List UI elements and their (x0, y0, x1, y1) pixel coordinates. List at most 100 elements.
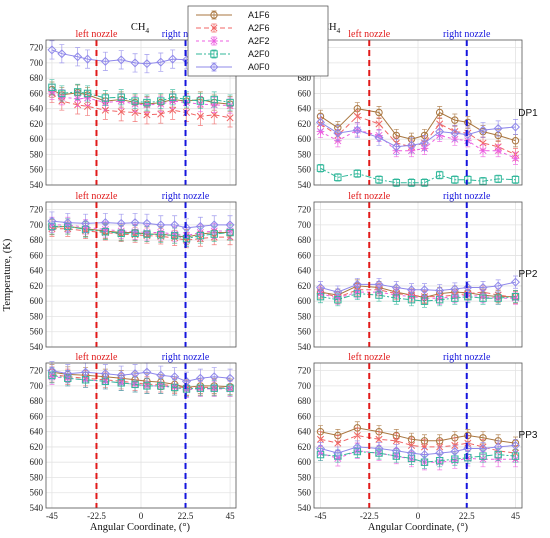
data-point (48, 83, 56, 92)
data-point (451, 116, 459, 124)
data-point (315, 443, 326, 453)
y-tick-label: 540 (30, 180, 44, 190)
data-point (511, 292, 520, 301)
data-point (493, 281, 503, 291)
data-point (451, 175, 459, 184)
series-line (51, 91, 231, 107)
data-point (81, 367, 91, 377)
y-tick-label: 720 (298, 366, 312, 376)
data-point (511, 175, 520, 184)
data-point (157, 97, 165, 105)
data-point (510, 277, 521, 287)
data-point (479, 146, 487, 155)
data-point (63, 218, 73, 228)
legend-marker (209, 62, 219, 72)
data-point (353, 431, 361, 440)
y-axis-label: Temperature, (K) (2, 238, 13, 311)
y-tick-label: 580 (298, 472, 312, 482)
data-point (464, 118, 472, 127)
y-tick-label: 660 (30, 250, 44, 260)
data-point (406, 285, 417, 295)
series-line (51, 370, 231, 382)
data-point (73, 52, 83, 62)
legend-entry-A2F0: A2F0 (196, 49, 270, 59)
data-point (478, 282, 488, 292)
y-tick-label: 560 (30, 327, 44, 337)
y-tick-label: 700 (30, 220, 44, 230)
data-point (116, 370, 126, 380)
data-point (435, 127, 445, 137)
data-point (83, 54, 93, 64)
data-point (143, 98, 151, 107)
nozzle-label-left: left nozzle (348, 191, 390, 202)
series-line (320, 167, 516, 184)
data-point (333, 287, 343, 297)
data-point (142, 367, 152, 377)
y-tick-label: 580 (30, 472, 44, 482)
nozzle-label-left: left nozzle (76, 191, 118, 202)
panel-H2CH4-PP2: 540 560 580 600 620 640 660 680 700 720 left nozzl… (298, 191, 523, 352)
data-point (494, 175, 502, 183)
data-point (226, 98, 234, 107)
data-point (352, 279, 362, 289)
nozzle-label-right: right nozzle (162, 352, 210, 363)
data-point (58, 89, 66, 98)
series-line (320, 121, 516, 148)
data-point (195, 221, 205, 231)
data-point (375, 291, 383, 299)
data-point (334, 173, 342, 182)
data-point (83, 89, 92, 98)
y-tick-label: 640 (298, 104, 312, 114)
panel-frame (45, 201, 237, 348)
data-point (479, 177, 487, 185)
data-point (391, 142, 401, 152)
data-point (117, 93, 125, 101)
data-point (210, 95, 218, 104)
y-tick-label: 580 (30, 311, 44, 321)
panel-frame (313, 39, 523, 186)
legend-marker (210, 50, 218, 58)
data-point (100, 218, 110, 228)
data-point (493, 124, 503, 134)
data-point (406, 140, 417, 150)
y-tick-label: 560 (30, 165, 44, 175)
nozzle-label-right: right nozzle (443, 191, 491, 202)
data-point (316, 127, 325, 136)
y-tick-label: 660 (298, 411, 312, 421)
panels-layer: 540 560 580 600 620 640 660 680 700 720 left nozzl… (30, 29, 523, 521)
data-point (315, 282, 326, 292)
data-point (333, 448, 343, 458)
y-tick-label: 680 (30, 235, 44, 245)
x-tick-label: -22.5 (87, 511, 106, 521)
series-line (51, 86, 231, 104)
data-point (142, 59, 152, 69)
data-point (142, 218, 152, 228)
y-tick-label: 680 (30, 73, 44, 83)
x-tick-label: -22.5 (360, 511, 379, 521)
legend-errorbar (211, 49, 217, 59)
data-point (156, 220, 166, 230)
data-point (374, 443, 384, 453)
data-point (170, 372, 180, 382)
panel-frame (313, 362, 523, 509)
y-tick-label: 660 (30, 411, 44, 421)
data-point (494, 294, 502, 302)
y-tick-label: 620 (30, 442, 44, 452)
series-line (320, 281, 516, 293)
data-point (209, 372, 219, 382)
legend-errorbar (211, 10, 217, 20)
data-point (478, 125, 488, 135)
data-point (225, 373, 235, 383)
x-axis-label-right: Angular Coordinate, (°) (368, 522, 469, 533)
data-point (156, 57, 166, 67)
y-tick-label: 620 (298, 119, 312, 129)
data-point (494, 146, 502, 155)
panel-frame (45, 362, 237, 509)
legend-label: A2F0 (248, 49, 270, 59)
error-bar (59, 85, 65, 102)
series-line (320, 293, 516, 302)
series-line (51, 89, 231, 105)
legend-label: A2F2 (248, 36, 270, 46)
data-point (510, 122, 521, 132)
error-bar (211, 91, 217, 108)
